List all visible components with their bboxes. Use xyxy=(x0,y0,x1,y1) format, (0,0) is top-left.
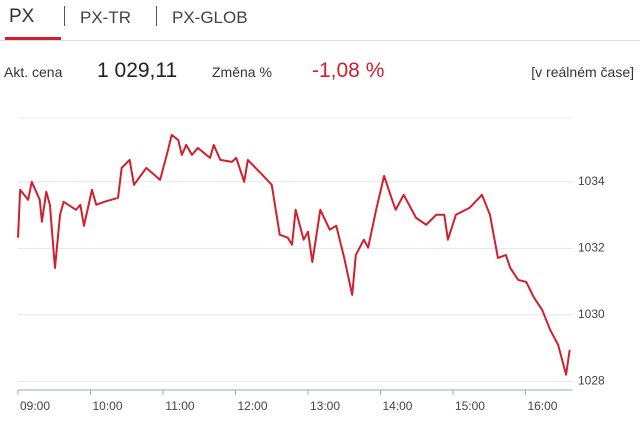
x-tick-label: 09:00 xyxy=(20,399,50,413)
x-tick-label: 10:00 xyxy=(92,399,122,413)
price-line xyxy=(17,133,571,376)
tab[interactable]: PX-GLOB xyxy=(172,8,248,27)
tab-separator xyxy=(64,6,65,26)
change: -1,08 % xyxy=(312,59,385,82)
y-tick-label: 1032 xyxy=(578,241,605,255)
y-tick-label: 1030 xyxy=(578,307,605,321)
change-label: Změna % xyxy=(212,64,272,80)
price: 1 029,11 xyxy=(97,59,178,82)
x-tick-label: 12:00 xyxy=(237,399,267,413)
y-tick-label: 1028 xyxy=(578,374,605,388)
y-tick-label: 1034 xyxy=(578,174,605,188)
x-tick-label: 15:00 xyxy=(455,399,485,413)
x-tick-label: 14:00 xyxy=(382,399,412,413)
x-tick-label: 11:00 xyxy=(165,399,194,413)
x-tick-label: 16:00 xyxy=(527,399,557,413)
tab-separator xyxy=(156,6,157,26)
active-tab-underline xyxy=(5,37,61,40)
tab-divider xyxy=(0,40,640,41)
x-tick-label: 13:00 xyxy=(310,399,340,413)
realtime-note: [v reálném čase] xyxy=(531,64,634,80)
price-label: Akt. cena xyxy=(4,64,63,80)
tab[interactable]: PX xyxy=(9,6,35,27)
tab[interactable]: PX-TR xyxy=(80,8,131,27)
